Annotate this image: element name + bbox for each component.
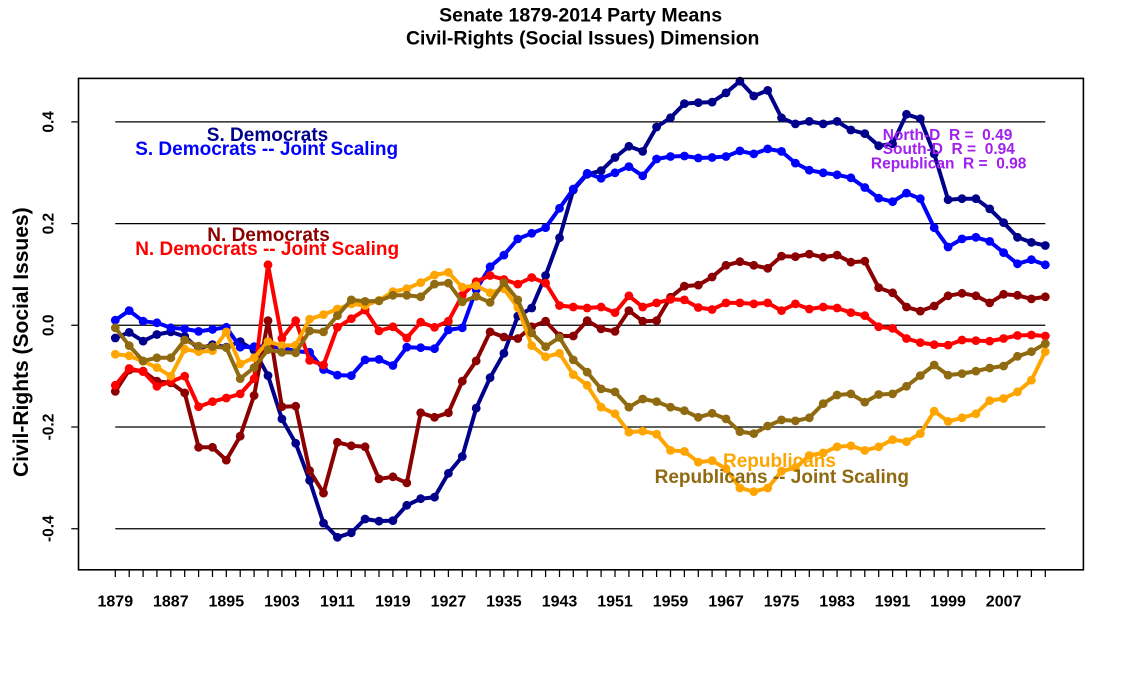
svg-text:S. Democrats: S. Democrats <box>207 125 328 146</box>
svg-text:-0.2: -0.2 <box>41 414 58 441</box>
svg-text:1919: 1919 <box>375 594 411 611</box>
svg-text:Republican R = 0.98: Republican R = 0.98 <box>871 155 1027 172</box>
svg-text:1999: 1999 <box>930 594 966 611</box>
svg-text:South-D R = 0.94: South-D R = 0.94 <box>883 141 1016 158</box>
svg-text:1903: 1903 <box>264 594 300 611</box>
svg-text:1943: 1943 <box>542 594 578 611</box>
svg-text:-0.4: -0.4 <box>41 515 58 542</box>
svg-text:Republicans -- Joint Scaling: Republicans -- Joint Scaling <box>655 467 909 488</box>
svg-text:N. Democrats -- Joint Scaling: N. Democrats -- Joint Scaling <box>135 239 399 260</box>
svg-text:0.4: 0.4 <box>41 111 58 133</box>
svg-text:1895: 1895 <box>209 594 245 611</box>
svg-text:1983: 1983 <box>819 594 855 611</box>
svg-text:Republicans: Republicans <box>723 451 836 472</box>
svg-text:0.2: 0.2 <box>41 213 58 235</box>
svg-text:1911: 1911 <box>320 594 355 611</box>
svg-text:1927: 1927 <box>431 594 467 611</box>
svg-text:2007: 2007 <box>986 594 1022 611</box>
svg-text:1879: 1879 <box>98 594 134 611</box>
svg-text:1975: 1975 <box>764 594 800 611</box>
svg-text:1935: 1935 <box>486 594 522 611</box>
svg-text:Civil-Rights (Social Issues) D: Civil-Rights (Social Issues) Dimension <box>406 28 759 50</box>
svg-text:North-D R = 0.49: North-D R = 0.49 <box>883 127 1013 144</box>
svg-text:N. Democrats: N. Democrats <box>207 225 329 246</box>
svg-text:1959: 1959 <box>653 594 689 611</box>
svg-text:1991: 1991 <box>875 594 911 611</box>
svg-text:1887: 1887 <box>153 594 189 611</box>
svg-text:Civil-Rights (Social Issues): Civil-Rights (Social Issues) <box>10 207 33 477</box>
svg-text:1951: 1951 <box>597 594 633 611</box>
svg-text:0.0: 0.0 <box>41 315 58 337</box>
svg-text:1967: 1967 <box>708 594 744 611</box>
svg-text:Senate 1879-2014 Party Means: Senate 1879-2014 Party Means <box>439 5 722 27</box>
svg-text:S. Democrats -- Joint Scaling: S. Democrats -- Joint Scaling <box>135 139 398 160</box>
